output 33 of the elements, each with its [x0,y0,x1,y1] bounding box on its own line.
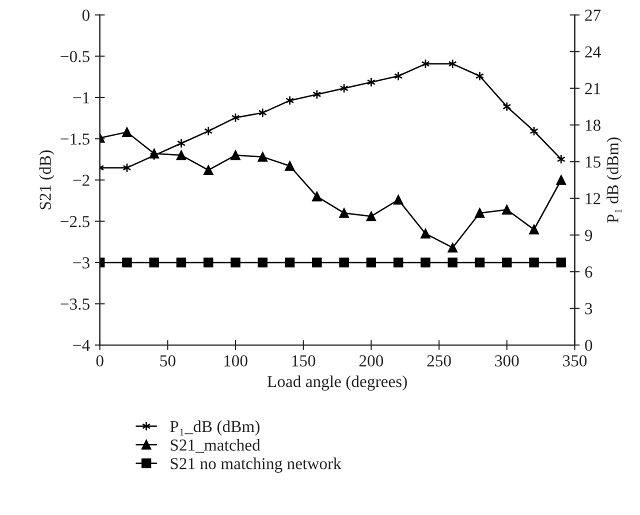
x-tick-label: 150 [292,355,316,366]
y2-tick-label: 27 [585,10,601,21]
x-axis-title: Load angle (degrees) [267,375,407,391]
y-tick-label: −2 [73,174,90,186]
y2-tick-label: 9 [584,230,592,241]
x-tick-label: 250 [427,355,451,366]
legend-label: S21_matched [170,438,260,453]
y-tick-label: −4 [73,340,90,351]
x-tick-label: 0 [96,355,104,366]
y-tick-label: 0 [82,10,90,21]
x-tick-label: 100 [224,355,248,366]
y2-tick-label: 12 [586,193,600,204]
x-tick-label: 50 [160,355,176,366]
legend-label: S21 no matching network [170,458,342,473]
y2-tick-label: 3 [585,303,592,314]
y2-tick-label: 6 [585,266,592,278]
x-tick-label: 200 [359,355,384,366]
legend-label: P₁_dB (dBm) [170,420,260,436]
y2-tick-label: 18 [586,120,600,131]
y2-axis-title: P₁ dB (dBm) [606,138,622,223]
y-axis-title: S21 (dB) [39,150,54,210]
y2-tick-label: 0 [585,340,592,351]
y-tick-label: −1.5 [60,134,90,145]
y-tick-label: −2.5 [60,216,90,228]
y-tick-label: −3.5 [60,298,90,310]
y-tick-label: −3 [73,257,90,268]
y2-tick-label: 24 [585,46,601,58]
y2-tick-label: 21 [585,83,600,94]
x-tick-label: 350 [563,355,587,366]
x-tick-label: 300 [495,355,519,366]
y-tick-label: −0.5 [60,50,90,62]
y2-tick-label: 15 [586,156,600,168]
y-tick-label: −1 [73,92,90,104]
